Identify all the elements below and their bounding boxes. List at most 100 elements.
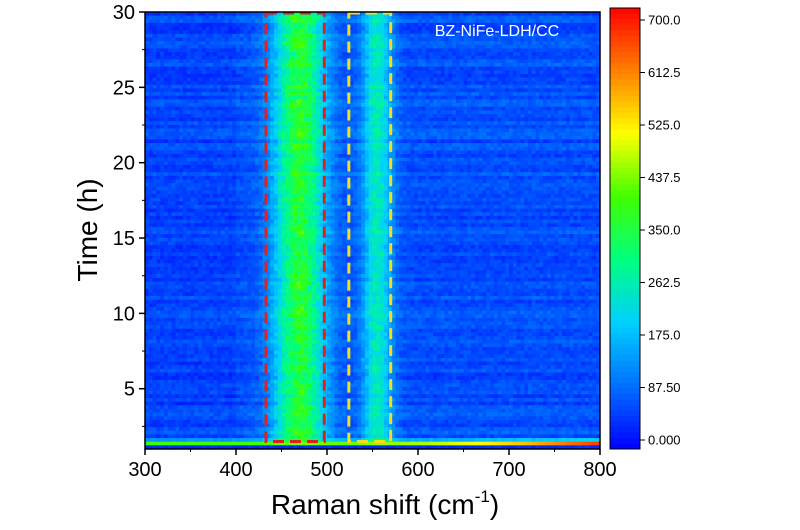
heatmap-cell (550, 30, 555, 35)
heatmap-cell (364, 92, 370, 97)
heatmap-cell (448, 84, 453, 89)
heatmap-cell (550, 113, 555, 119)
heatmap-cell (543, 106, 548, 111)
heatmap-cell (160, 12, 165, 17)
heatmap-cell (217, 157, 222, 162)
heatmap-cell (190, 124, 195, 129)
heatmap-cell (478, 146, 483, 151)
heatmap-cell (243, 12, 248, 17)
heatmap-cell (418, 146, 423, 151)
heatmap-cell (300, 106, 305, 111)
heatmap-cell (209, 135, 214, 140)
heatmap-cell (425, 15, 430, 20)
heatmap-cell (364, 22, 370, 27)
heatmap-cell (239, 30, 244, 35)
heatmap-cell (402, 121, 408, 126)
heatmap-cell (459, 143, 464, 148)
heatmap-cell (569, 44, 574, 49)
heatmap-cell (433, 143, 438, 148)
heatmap-cell (277, 73, 282, 78)
heatmap-cell (194, 124, 199, 129)
heatmap-cell (145, 44, 150, 49)
heatmap-cell (368, 110, 373, 115)
heatmap-cell (167, 12, 172, 17)
heatmap-cell (179, 37, 184, 42)
heatmap-cell (319, 128, 324, 133)
heatmap-cell (433, 103, 438, 108)
heatmap-cell (289, 44, 294, 49)
heatmap-cell (596, 48, 600, 53)
heatmap-cell (368, 41, 373, 46)
heatmap-cell (429, 30, 434, 35)
heatmap-cell (418, 150, 423, 155)
heatmap-cell (448, 154, 453, 159)
heatmap-cell (395, 33, 400, 38)
heatmap-cell (380, 117, 385, 122)
heatmap-cell (501, 26, 506, 31)
heatmap-cell (509, 157, 514, 162)
heatmap-cell (520, 66, 525, 71)
heatmap-cell (569, 103, 574, 108)
heatmap-cell (224, 92, 229, 97)
heatmap-cell (425, 59, 430, 64)
heatmap-cell (497, 12, 502, 17)
heatmap-cell (596, 99, 600, 104)
heatmap-cell (167, 81, 172, 86)
heatmap-cell (391, 48, 396, 53)
heatmap-cell (220, 62, 226, 68)
heatmap-cell (319, 124, 324, 129)
heatmap-cell (463, 44, 468, 49)
heatmap-cell (414, 55, 419, 60)
heatmap-cell (285, 103, 290, 108)
heatmap-cell (497, 81, 502, 86)
heatmap-cell (182, 12, 188, 17)
heatmap-cell (448, 95, 453, 100)
heatmap-cell (285, 66, 290, 71)
heatmap-cell (490, 44, 495, 49)
heatmap-cell (406, 95, 411, 100)
heatmap-cell (281, 99, 286, 104)
heatmap-cell (543, 117, 548, 122)
heatmap-cell (467, 103, 472, 108)
heatmap-cell (152, 19, 157, 24)
heatmap-cell (406, 48, 411, 53)
heatmap-cell (414, 99, 419, 104)
heatmap-cell (391, 15, 396, 20)
heatmap-cell (573, 88, 578, 93)
heatmap-cell (273, 66, 279, 71)
heatmap-cell (251, 66, 256, 71)
heatmap-cell (565, 103, 571, 108)
heatmap-cell (327, 33, 332, 38)
heatmap-cell (490, 15, 495, 20)
heatmap-cell (315, 70, 320, 75)
heatmap-cell (194, 117, 199, 122)
heatmap-cell (577, 55, 582, 60)
heatmap-cell (247, 59, 252, 64)
heatmap-cell (182, 139, 188, 144)
heatmap-cell (182, 99, 188, 104)
heatmap-cell (266, 66, 271, 71)
heatmap-cell (254, 135, 260, 140)
heatmap-cell (300, 44, 305, 49)
heatmap-cell (402, 62, 408, 68)
heatmap-cell (478, 15, 483, 20)
heatmap-cell (171, 73, 176, 78)
heatmap-cell (364, 84, 370, 89)
heatmap-cell (399, 59, 404, 64)
heatmap-cell (289, 88, 294, 93)
heatmap-cell (236, 150, 241, 155)
heatmap-cell (490, 113, 495, 119)
heatmap-cell (190, 128, 195, 133)
heatmap-cell (596, 106, 600, 111)
heatmap-cell (436, 135, 442, 140)
heatmap-cell (418, 77, 423, 82)
heatmap-cell (444, 55, 449, 60)
heatmap-cell (380, 55, 385, 60)
heatmap-cell (433, 62, 438, 68)
heatmap-cell (425, 92, 430, 97)
heatmap-cell (527, 84, 533, 89)
heatmap-cell (186, 44, 191, 49)
heatmap-cell (148, 132, 153, 137)
heatmap-cell (334, 143, 339, 148)
heatmap-cell (558, 143, 563, 148)
